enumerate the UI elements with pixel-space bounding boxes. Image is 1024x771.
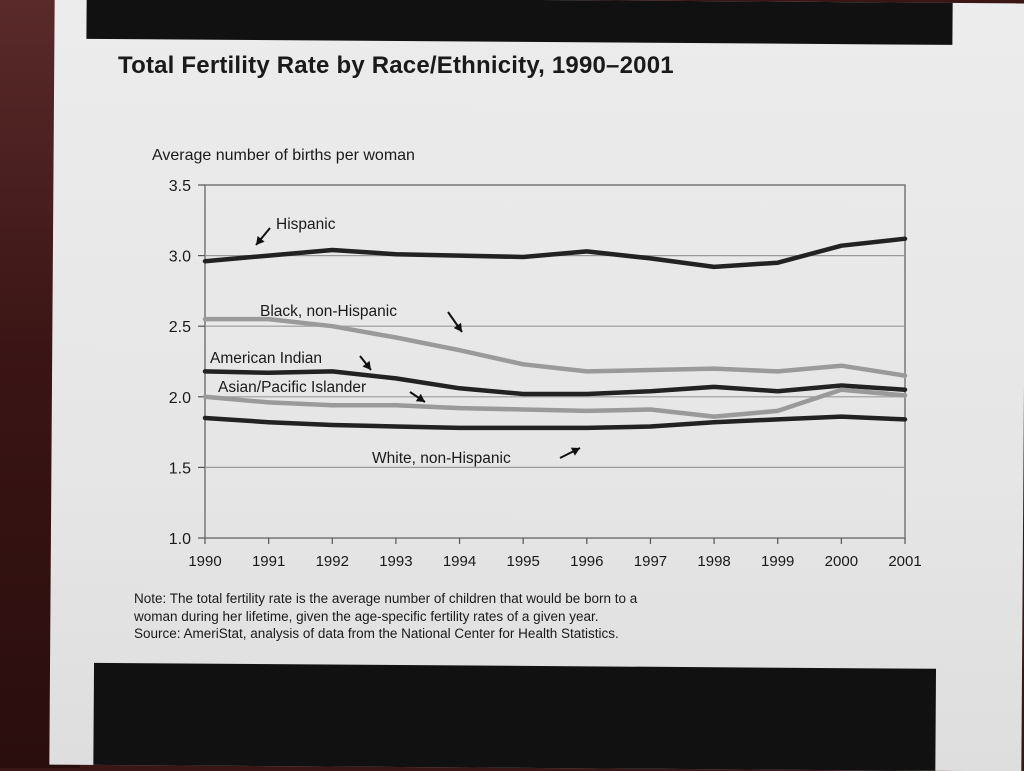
- plot-frame: [204, 184, 906, 539]
- x-tick-label: 1992: [316, 553, 349, 570]
- series-line-hispanic: [202, 236, 908, 270]
- x-tick-label: 1996: [570, 553, 603, 570]
- y-tick-label: 2.5: [169, 319, 191, 336]
- note-line-2: woman during her lifetime, given the age…: [134, 608, 599, 624]
- series-label-black-non-hispanic: Black, non-Hispanic: [260, 303, 397, 320]
- series-line-black-non-hispanic: [202, 316, 908, 378]
- x-tick-label: 1999: [761, 553, 794, 570]
- x-tick-label: 1997: [634, 553, 667, 570]
- y-tick-label: 1.0: [169, 531, 191, 548]
- x-tick-label: 1993: [379, 553, 412, 570]
- annotation-arrow-head: [570, 447, 580, 456]
- y-tick-label: 2.0: [169, 390, 191, 407]
- y-tick-label: 3.5: [169, 178, 191, 195]
- y-tick-label: 1.5: [169, 460, 191, 477]
- note-line-3: Source: AmeriStat, analysis of data from…: [134, 626, 619, 641]
- chart-note: Note: The total fertility rate is the av…: [134, 590, 834, 643]
- x-tick-label: 1998: [697, 553, 730, 570]
- note-line-1: Note: The total fertility rate is the av…: [134, 591, 638, 606]
- annotation-arrow-head: [256, 236, 265, 245]
- annotation-arrow-head: [453, 322, 462, 332]
- series-label-white-non-hispanic: White, non-Hispanic: [372, 450, 511, 467]
- annotation-arrow-head: [415, 393, 425, 402]
- series-label-hispanic: Hispanic: [276, 216, 336, 233]
- y-tick-label: 3.0: [169, 249, 191, 266]
- series-line-white-non-hispanic: [202, 414, 908, 431]
- x-tick-label: 1995: [506, 553, 539, 570]
- x-tick-label: 1990: [188, 553, 221, 570]
- annotation-arrow-head: [362, 360, 371, 370]
- x-tick-label: 1991: [252, 553, 285, 570]
- series-line-american-indian: [202, 369, 908, 397]
- chart-title: Total Fertility Rate by Race/Ethnicity, …: [118, 52, 674, 79]
- series-label-american-indian: American Indian: [210, 350, 322, 367]
- series-label-asian-pacific-islander: Asian/Pacific Islander: [218, 379, 366, 396]
- x-tick-label: 2001: [888, 553, 921, 570]
- y-axis-label: Average number of births per woman: [152, 147, 415, 164]
- x-tick-label: 1994: [443, 553, 476, 570]
- x-tick-label: 2000: [825, 553, 858, 570]
- series-line-asian-pacific-islander: [202, 387, 908, 419]
